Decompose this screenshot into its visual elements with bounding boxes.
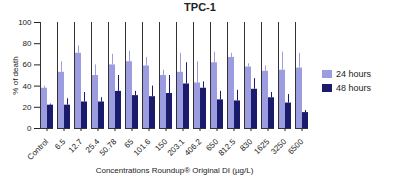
svg-text:20: 20 <box>23 103 32 112</box>
svg-text:65: 65 <box>123 137 136 150</box>
svg-text:830: 830 <box>238 137 255 153</box>
svg-text:6500: 6500 <box>286 137 305 156</box>
svg-text:60: 60 <box>23 60 32 69</box>
svg-text:1625: 1625 <box>252 137 271 156</box>
html-text:48 hours: 48 hours <box>336 83 371 93</box>
svg-text:Concentrations Roundup® Origin: Concentrations Roundup® Original DI (µg/… <box>96 166 254 175</box>
html-text:24 hours: 24 hours <box>336 69 371 79</box>
svg-text:6.5: 6.5 <box>53 137 68 152</box>
svg-text:12.7: 12.7 <box>67 137 85 155</box>
html-text:TPC-1: TPC-1 <box>184 1 216 13</box>
svg-text:203.1: 203.1 <box>166 137 187 158</box>
svg-text:Control: Control <box>26 137 51 162</box>
svg-text:650: 650 <box>204 137 221 153</box>
svg-text:% of death: % of death <box>11 56 20 94</box>
svg-text:3250: 3250 <box>269 137 288 156</box>
svg-text:406.2: 406.2 <box>183 137 204 158</box>
svg-text:150: 150 <box>153 137 170 153</box>
svg-text:0: 0 <box>27 124 32 133</box>
svg-text:25.4: 25.4 <box>83 137 102 155</box>
svg-text:40: 40 <box>23 82 32 91</box>
svg-text:812.5: 812.5 <box>217 137 238 158</box>
svg-text:80: 80 <box>23 39 32 48</box>
svg-text:100: 100 <box>18 18 32 27</box>
svg-text:101.6: 101.6 <box>132 137 153 158</box>
svg-text:50.78: 50.78 <box>98 137 119 158</box>
